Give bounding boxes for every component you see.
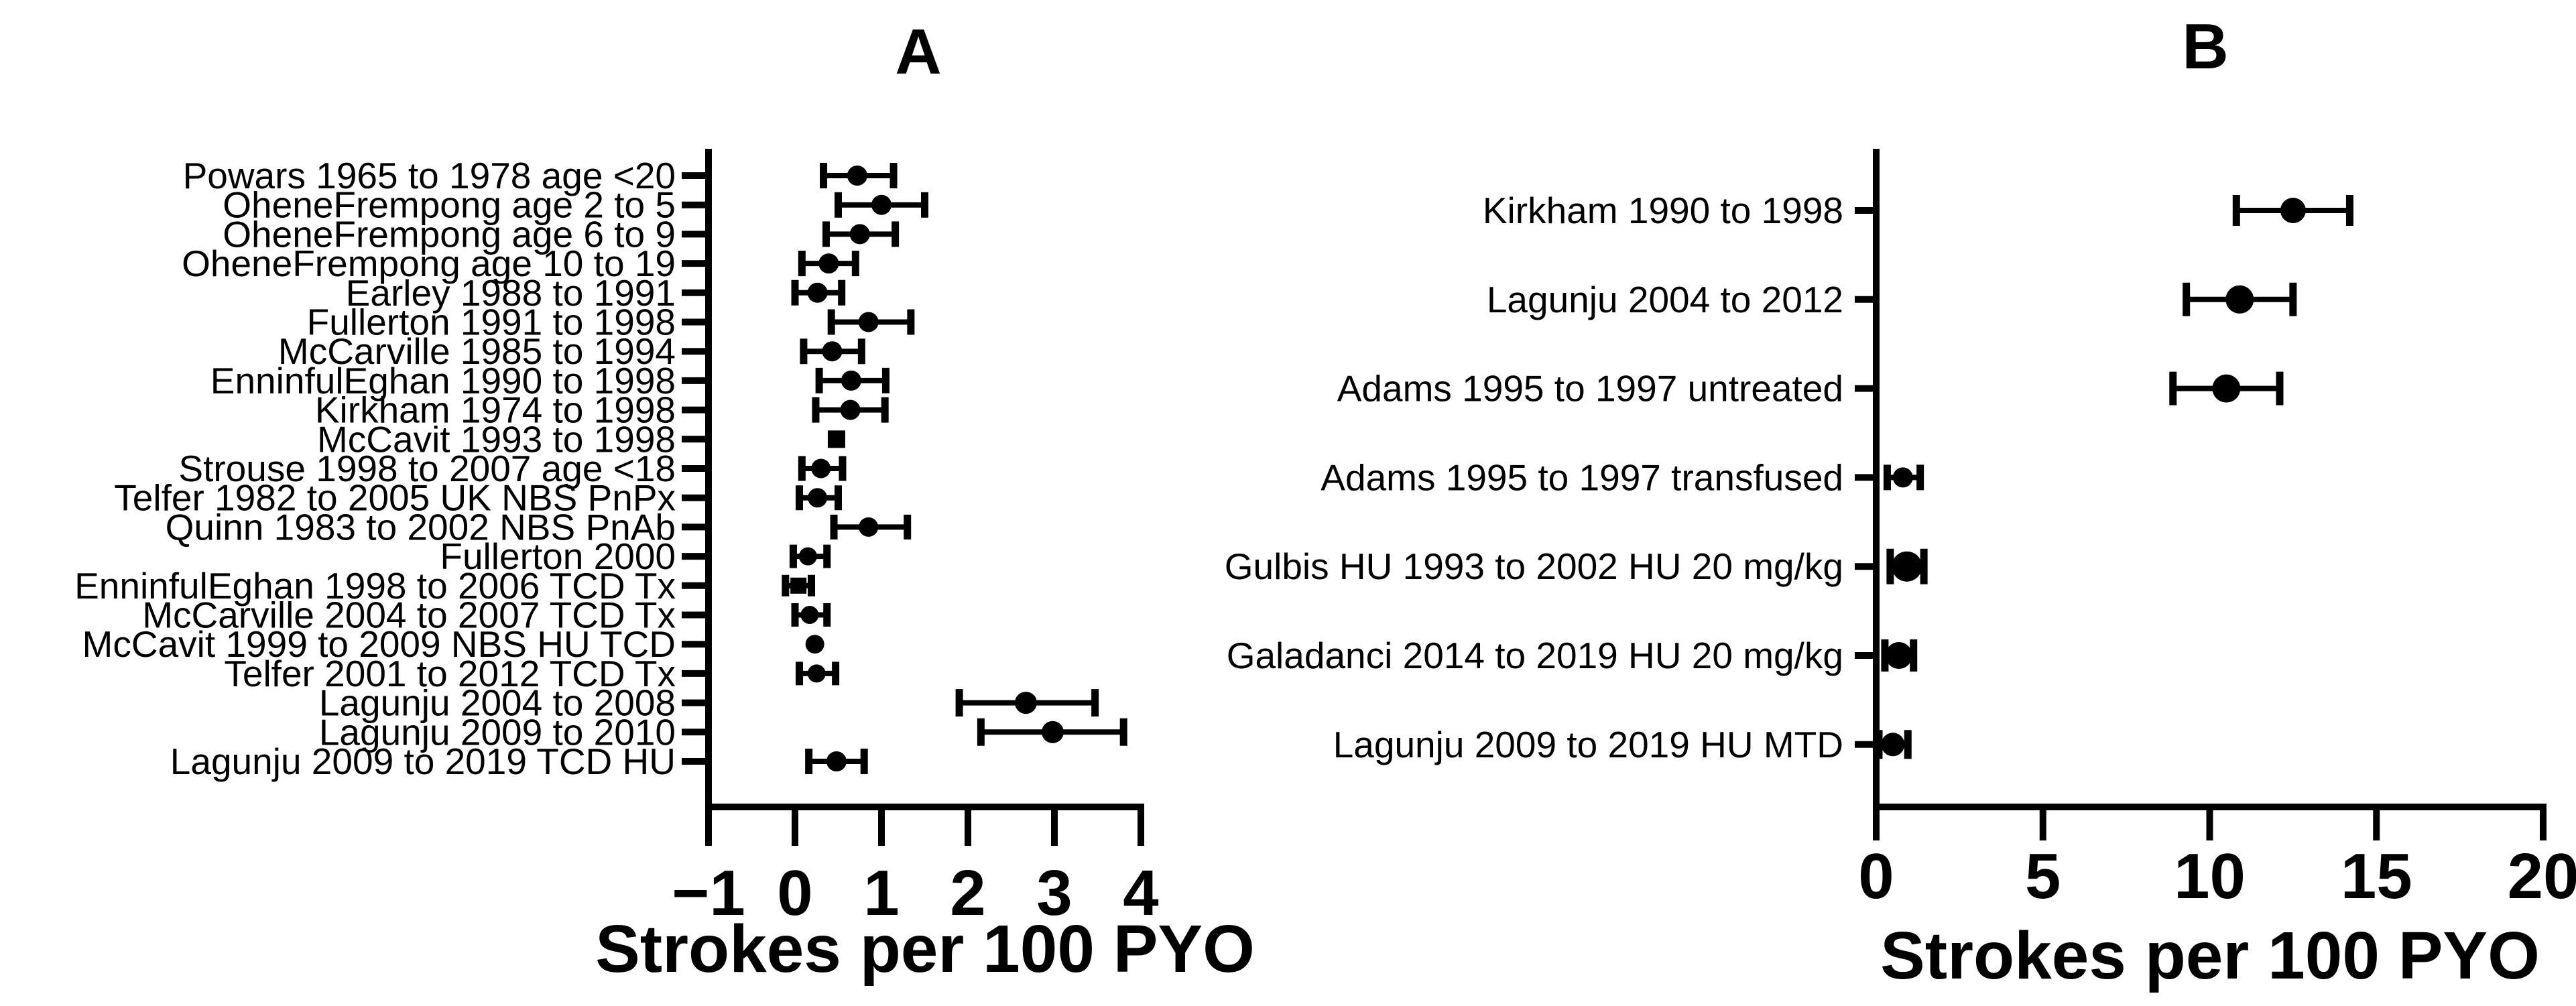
- x-tick-label: 2: [950, 857, 985, 929]
- data-point-marker: [859, 517, 879, 537]
- data-point-marker: [841, 370, 861, 391]
- x-tick-label: 20: [2508, 840, 2576, 912]
- row-label: Quinn 1983 to 2002 NBS PnAb: [166, 506, 676, 548]
- panel-b: 0 5 10 15 20 Kirkham 1990 to 1998 Lagunju 2004…: [1225, 149, 2576, 912]
- row-label: Earley 1988 to 1991: [346, 272, 676, 314]
- x-tick-label: 1: [863, 857, 899, 929]
- row-label: Lagunju 2009 to 2010: [319, 711, 676, 753]
- row-label: Fullerton 2000: [440, 536, 676, 577]
- data-point-marker-square: [790, 577, 807, 594]
- x-tick-label: 3: [1036, 857, 1072, 929]
- row-label: McCarville 2004 to 2007 TCD Tx: [142, 594, 676, 636]
- data-point-marker: [849, 224, 870, 245]
- data-point-marker: [1041, 720, 1064, 743]
- data-point-marker: [826, 751, 847, 771]
- row-label: McCarville 1985 to 1994: [278, 330, 676, 372]
- row-label: EnninfulEghan 1998 to 2006 TCD Tx: [74, 565, 676, 607]
- data-point-marker-square: [827, 430, 845, 448]
- row-label: OheneFrempong age 10 to 19: [182, 243, 676, 284]
- row-label: Telfer 1982 to 2005 UK NBS PnPx: [114, 477, 676, 519]
- data-point-marker: [807, 664, 826, 683]
- data-point-marker: [840, 399, 861, 420]
- data-point-marker: [798, 547, 817, 566]
- x-tick-label: 15: [2341, 840, 2412, 912]
- data-point-marker: [2280, 198, 2306, 223]
- data-point-marker: [847, 166, 867, 186]
- data-point-marker: [800, 606, 819, 624]
- row-label: Fullerton 1991 to 1998: [307, 302, 676, 343]
- data-point-marker: [1014, 692, 1037, 714]
- x-tick-label: −1: [672, 857, 745, 929]
- row-label: Strouse 1998 to 2007 age <18: [178, 448, 676, 489]
- row-label: Kirkham 1990 to 1998: [1483, 190, 1843, 231]
- data-point-marker: [805, 635, 824, 654]
- row-label: Powars 1965 to 1978 age <20: [183, 155, 676, 196]
- data-point-marker: [807, 282, 828, 303]
- data-point-marker: [871, 194, 892, 215]
- x-tick-label: 5: [2025, 840, 2061, 912]
- row-label: McCavit 1999 to 2009 NBS HU TCD: [82, 623, 676, 665]
- panel-a-letter: A: [895, 16, 942, 88]
- row-label: Galadanci 2014 to 2019 HU 20 mg/kg: [1227, 635, 1843, 676]
- row-label: OheneFrempong age 6 to 9: [223, 213, 676, 255]
- row-label: McCavit 1993 to 1998: [317, 418, 676, 460]
- row-label: Lagunju 2004 to 2008: [319, 682, 676, 724]
- row-label: Adams 1995 to 1997 transfused: [1321, 456, 1843, 498]
- data-point-marker: [811, 458, 831, 479]
- row-label: Gulbis HU 1993 to 2002 HU 20 mg/kg: [1225, 546, 1843, 587]
- row-label: Lagunju 2004 to 2012: [1487, 279, 1843, 320]
- data-point-marker: [1892, 551, 1922, 582]
- x-tick-label: 10: [2174, 840, 2246, 912]
- x-tick-label: 0: [1858, 840, 1894, 912]
- data-point-marker: [1885, 642, 1912, 669]
- data-point-marker: [1881, 733, 1905, 757]
- row-label: Lagunju 2009 to 2019 TCD HU: [170, 741, 676, 782]
- data-point-marker: [2225, 285, 2254, 314]
- data-point-marker: [818, 253, 839, 274]
- x-tick-label: 4: [1123, 857, 1158, 929]
- data-point-marker: [1892, 467, 1913, 488]
- row-label: Kirkham 1974 to 1998: [315, 389, 676, 431]
- data-point-marker: [808, 488, 828, 508]
- row-label: Adams 1995 to 1997 untreated: [1337, 368, 1843, 410]
- row-label: Lagunju 2009 to 2019 HU MTD: [1333, 724, 1843, 765]
- row-label: Telfer 2001 to 2012 TCD Tx: [224, 653, 676, 694]
- data-point-marker: [822, 341, 843, 362]
- row-label: OheneFrempong age 2 to 5: [223, 184, 676, 226]
- panel-b-letter: B: [2182, 11, 2229, 82]
- panel-a-x-axis-title: Strokes per 100 PYO: [595, 911, 1255, 987]
- data-point-marker: [858, 312, 879, 332]
- x-tick-label: 0: [777, 857, 812, 929]
- row-label: EnninfulEghan 1990 to 1998: [210, 360, 676, 401]
- data-point-marker: [2212, 374, 2241, 403]
- panel-b-x-axis-title: Strokes per 100 PYO: [1880, 918, 2540, 993]
